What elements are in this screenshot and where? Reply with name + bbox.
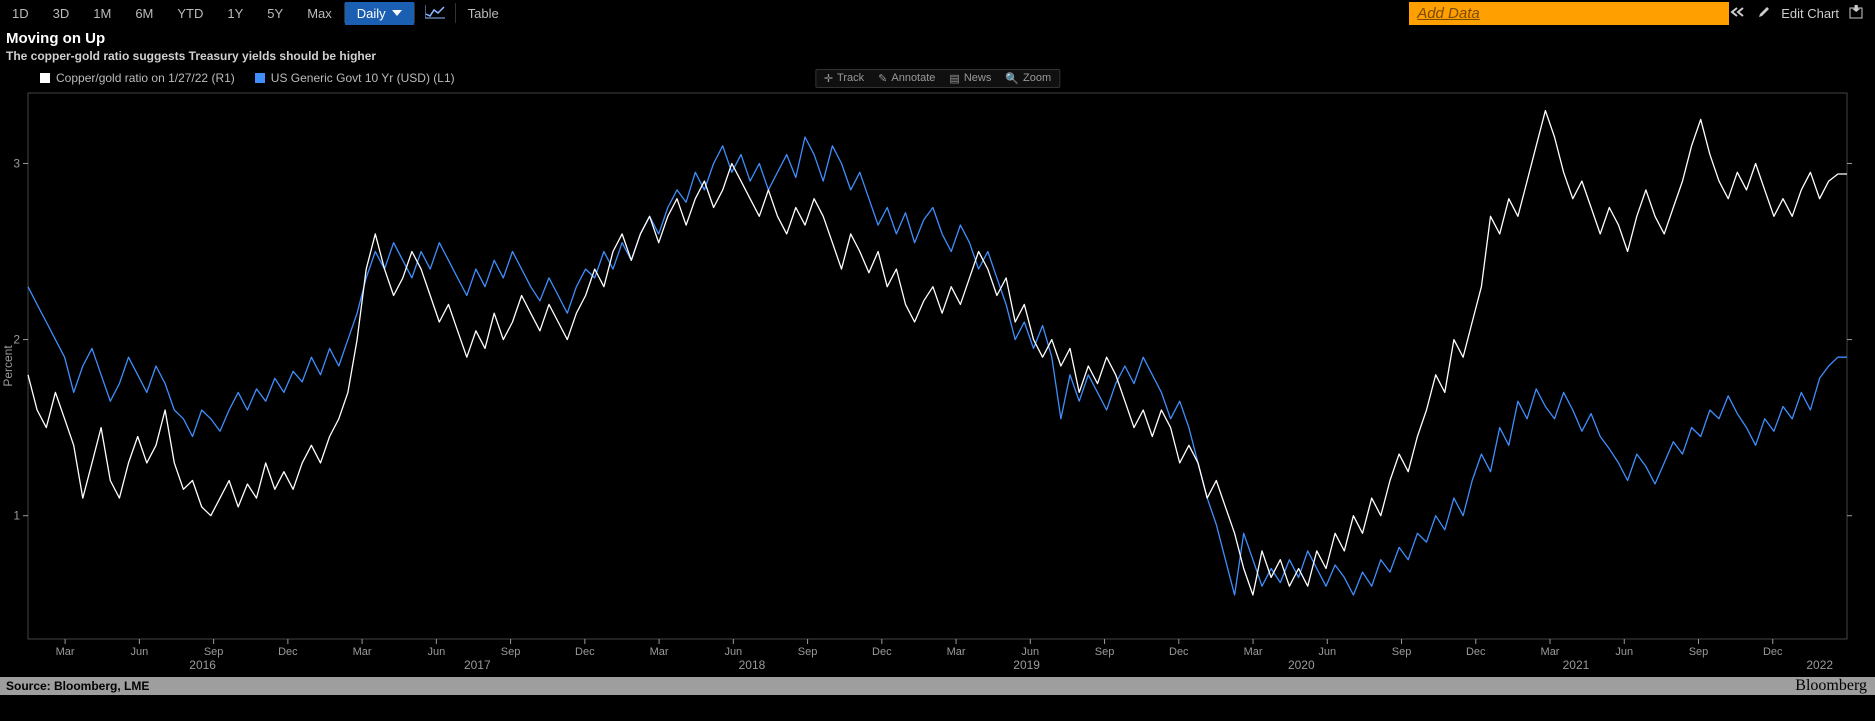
svg-text:Jun: Jun xyxy=(427,646,445,658)
brand-label: Bloomberg xyxy=(1795,677,1875,695)
news-tool[interactable]: ▤News xyxy=(943,71,997,86)
svg-text:Mar: Mar xyxy=(353,646,372,658)
range-max[interactable]: Max xyxy=(295,2,344,25)
range-3d[interactable]: 3D xyxy=(41,2,82,25)
svg-text:Mar: Mar xyxy=(56,646,75,658)
chart-type-icon[interactable] xyxy=(415,1,455,26)
svg-text:Mar: Mar xyxy=(1541,646,1560,658)
svg-text:Jun: Jun xyxy=(1615,646,1633,658)
svg-text:Mar: Mar xyxy=(1244,646,1263,658)
chart-footer: Source: Bloomberg, LME Bloomberg xyxy=(0,677,1875,695)
svg-text:Sep: Sep xyxy=(798,646,818,658)
news-icon: ▤ xyxy=(949,72,959,85)
source-label: Source: Bloomberg, LME xyxy=(6,679,149,693)
svg-text:2019: 2019 xyxy=(1013,658,1040,672)
legend-swatch-1 xyxy=(40,73,50,83)
line-chart[interactable]: 1 2 3 Percent Mar Jun Sep Dec Mar Jun Sep Dec Mar Jun… xyxy=(0,87,1875,677)
svg-text:2016: 2016 xyxy=(189,658,216,672)
svg-text:2018: 2018 xyxy=(739,658,766,672)
legend: Copper/gold ratio on 1/27/22 (R1) US Gen… xyxy=(0,65,1875,87)
chart-title-area: Moving on Up The copper-gold ratio sugge… xyxy=(0,26,1875,65)
svg-text:Jun: Jun xyxy=(1318,646,1336,658)
svg-text:Sep: Sep xyxy=(204,646,224,658)
annotate-tool[interactable]: ✎Annotate xyxy=(872,71,941,86)
range-ytd[interactable]: YTD xyxy=(165,2,215,25)
range-1d[interactable]: 1D xyxy=(0,2,41,25)
pencil-icon: ✎ xyxy=(878,72,887,85)
track-tool[interactable]: ✛Track xyxy=(818,71,870,86)
chart-tools: ✛Track ✎Annotate ▤News 🔍Zoom xyxy=(815,69,1060,88)
svg-text:Dec: Dec xyxy=(1763,646,1783,658)
svg-text:Sep: Sep xyxy=(1392,646,1412,658)
svg-text:2020: 2020 xyxy=(1288,658,1315,672)
add-data-button[interactable]: Add Data xyxy=(1409,2,1729,25)
svg-text:Dec: Dec xyxy=(278,646,298,658)
range-5y[interactable]: 5Y xyxy=(255,2,295,25)
chart-subtitle: The copper-gold ratio suggests Treasury … xyxy=(6,49,1869,63)
chart-area[interactable]: 1 2 3 Percent Mar Jun Sep Dec Mar Jun Sep Dec Mar Jun… xyxy=(0,87,1875,677)
range-1y[interactable]: 1Y xyxy=(215,2,255,25)
zoom-tool[interactable]: 🔍Zoom xyxy=(999,71,1057,86)
svg-text:Mar: Mar xyxy=(650,646,669,658)
svg-text:Sep: Sep xyxy=(1689,646,1709,658)
edit-chart-button[interactable]: Edit Chart xyxy=(1781,6,1839,21)
svg-text:Jun: Jun xyxy=(1021,646,1039,658)
svg-text:Dec: Dec xyxy=(872,646,892,658)
svg-text:Jun: Jun xyxy=(724,646,742,658)
chart-title: Moving on Up xyxy=(6,30,1869,47)
svg-text:1: 1 xyxy=(13,509,20,523)
svg-text:2017: 2017 xyxy=(464,658,491,672)
svg-text:Sep: Sep xyxy=(501,646,521,658)
range-toolbar: 1D 3D 1M 6M YTD 1Y 5Y Max Daily Table Ad… xyxy=(0,0,1875,26)
svg-text:3: 3 xyxy=(13,156,20,170)
svg-text:Mar: Mar xyxy=(947,646,966,658)
collapse-icon[interactable] xyxy=(1729,5,1747,21)
svg-text:Dec: Dec xyxy=(1169,646,1189,658)
pencil-icon[interactable] xyxy=(1757,5,1771,22)
svg-text:Dec: Dec xyxy=(1466,646,1486,658)
svg-text:Sep: Sep xyxy=(1095,646,1115,658)
chevron-down-icon xyxy=(392,10,402,16)
svg-text:2022: 2022 xyxy=(1806,658,1833,672)
range-1m[interactable]: 1M xyxy=(81,2,123,25)
legend-swatch-2 xyxy=(255,73,265,83)
svg-text:Jun: Jun xyxy=(130,646,148,658)
crosshair-icon: ✛ xyxy=(824,72,833,85)
magnifier-icon: 🔍 xyxy=(1005,72,1019,85)
frequency-dropdown[interactable]: Daily xyxy=(345,2,414,25)
svg-text:2021: 2021 xyxy=(1563,658,1590,672)
export-icon[interactable] xyxy=(1849,5,1863,22)
range-6m[interactable]: 6M xyxy=(123,2,165,25)
svg-text:Percent: Percent xyxy=(1,345,15,387)
legend-label-2: US Generic Govt 10 Yr (USD) (L1) xyxy=(271,71,455,85)
svg-text:Dec: Dec xyxy=(575,646,595,658)
frequency-label: Daily xyxy=(357,6,386,21)
table-button[interactable]: Table xyxy=(456,2,511,25)
legend-label-1: Copper/gold ratio on 1/27/22 (R1) xyxy=(56,71,235,85)
svg-text:2: 2 xyxy=(13,333,20,347)
